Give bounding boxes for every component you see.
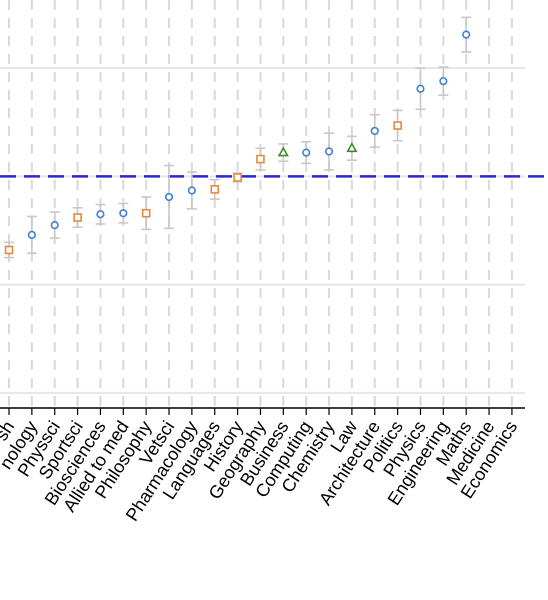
point	[119, 209, 128, 218]
point	[277, 146, 289, 157]
point	[73, 213, 82, 222]
point	[233, 173, 242, 182]
point	[346, 142, 358, 153]
point	[210, 185, 220, 194]
point	[96, 210, 105, 219]
point	[393, 121, 402, 130]
point	[462, 30, 471, 39]
point	[302, 148, 311, 157]
point	[4, 245, 14, 255]
point	[256, 154, 265, 164]
point	[324, 147, 334, 156]
point	[439, 77, 448, 86]
point	[416, 84, 425, 93]
point	[370, 126, 379, 136]
point	[27, 230, 36, 239]
point	[187, 186, 196, 195]
point	[164, 192, 174, 202]
point	[141, 208, 151, 218]
point	[50, 221, 59, 230]
